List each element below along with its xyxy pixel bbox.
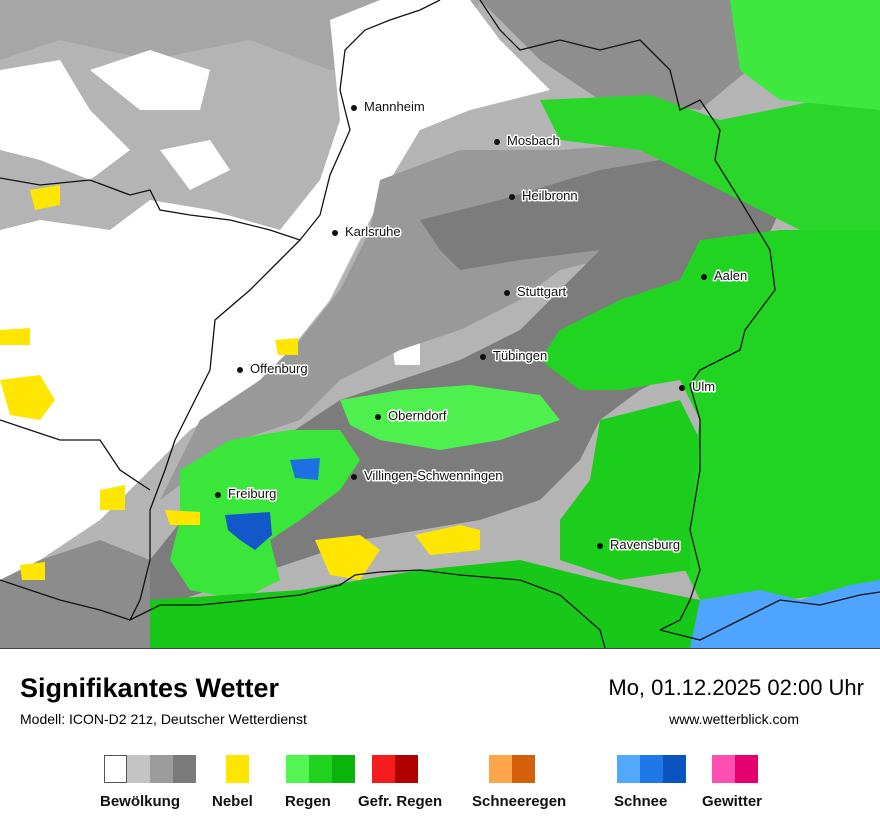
city-label-mannheim: Mannheim [364, 99, 425, 114]
legend-swatches-nebel [226, 755, 249, 783]
city-label-ulm: Ulm [692, 379, 715, 394]
weather-map-svg: Mannheim Mosbach Heilbronn Karlsruhe Stu… [0, 0, 880, 648]
legend-label-nebel: Nebel [212, 793, 253, 810]
legend-swatch [332, 755, 355, 783]
clear-area-nw [0, 60, 130, 180]
legend-colors-regen [286, 755, 355, 783]
legend-swatch [395, 755, 418, 783]
city-marker-tuebingen[interactable]: Tübingen [480, 347, 549, 365]
legend-colors-schnee [617, 755, 686, 783]
city-label-offenburg: Offenburg [250, 361, 308, 376]
clear-area-rhine [0, 0, 550, 580]
map-footer: Signifikantes Wetter Modell: ICON-D2 21z… [0, 648, 880, 831]
legend-swatch [286, 755, 309, 783]
city-marker-villingen-schwenningen[interactable]: Villingen-Schwenningen [351, 467, 504, 485]
city-label-villingen-schwenningen: Villingen-Schwenningen [364, 468, 503, 483]
rain-area-ne [730, 0, 880, 110]
legend-swatch [127, 755, 150, 783]
snow-area-southeast [690, 580, 880, 648]
city-marker-freiburg[interactable]: Freiburg [215, 485, 278, 503]
fog-patch-8 [0, 328, 30, 345]
legend-swatches-regen [286, 755, 355, 783]
legend-swatch [663, 755, 686, 783]
forecast-datetime: Mo, 01.12.2025 02:00 Uhr [608, 675, 864, 700]
map-title: Signifikantes Wetter [20, 673, 280, 703]
legend-swatch [640, 755, 663, 783]
website-link[interactable]: www.wetterblick.com [669, 711, 799, 727]
legend-label-gefr-regen: Gefr. Regen [358, 793, 443, 810]
city-label-ravensburg: Ravensburg [610, 537, 680, 552]
city-marker-aalen[interactable]: Aalen [701, 267, 749, 285]
city-label-heilbronn: Heilbronn [522, 188, 578, 203]
city-marker-offenburg[interactable]: Offenburg [237, 360, 309, 378]
legend-colors-schneeregen [489, 755, 535, 783]
fog-patch-6 [100, 485, 125, 510]
fog-patch-7 [30, 185, 60, 210]
city-marker-oberndorf[interactable]: Oberndorf [375, 407, 448, 425]
city-marker-ravensburg[interactable]: Ravensburg [597, 536, 682, 554]
legend-swatch [489, 755, 512, 783]
border-lines [0, 0, 880, 648]
snow-patch-1 [290, 458, 320, 480]
city-marker-mannheim[interactable]: Mannheim [351, 98, 426, 116]
legend-swatch [150, 755, 173, 783]
legend-label-regen: Regen [285, 793, 331, 810]
fog-patch-9 [20, 562, 45, 580]
city-label-mosbach: Mosbach [507, 133, 560, 148]
legend-swatches-schnee [617, 755, 686, 783]
city-marker-stuttgart[interactable]: Stuttgart [504, 283, 568, 301]
fog-patch-5 [275, 338, 298, 355]
legend-label-bewoelkung: Bewölkung [100, 793, 181, 810]
weather-map: Mannheim Mosbach Heilbronn Karlsruhe Stu… [0, 0, 880, 648]
legend-label-schnee: Schnee [614, 793, 668, 810]
legend-swatch [512, 755, 535, 783]
legend-swatch [309, 755, 332, 783]
rain-area-north [540, 95, 880, 250]
legend-colors-gewitter [712, 755, 758, 783]
legend-colors-nebel [226, 755, 249, 783]
legend-swatches-gewitter [712, 755, 758, 783]
city-label-oberndorf: Oberndorf [388, 408, 447, 423]
legend-swatches-bewoelkung [104, 755, 196, 783]
model-info: Modell: ICON-D2 21z, Deutscher Wetterdie… [20, 711, 307, 727]
city-marker-heilbronn[interactable]: Heilbronn [509, 187, 579, 205]
city-markers: Mannheim Mosbach Heilbronn Karlsruhe Stu… [215, 98, 749, 554]
city-label-tuebingen: Tübingen [493, 348, 547, 363]
city-marker-ulm[interactable]: Ulm [679, 378, 717, 396]
snow-patch-2 [225, 512, 272, 550]
fog-patch-1 [315, 535, 380, 580]
fog-patch-3 [165, 510, 200, 525]
city-label-freiburg: Freiburg [228, 486, 276, 501]
legend-colors-bewoelkung [104, 755, 196, 783]
city-marker-mosbach[interactable]: Mosbach [494, 132, 561, 150]
city-label-stuttgart: Stuttgart [517, 284, 567, 299]
fog-patch-4 [0, 375, 55, 420]
fog-patch-2 [415, 525, 480, 555]
rain-area-oberndorf [340, 385, 560, 450]
rain-area-east [540, 230, 880, 600]
legend-swatch [173, 755, 196, 783]
legend-swatch [104, 755, 127, 783]
legend-label-schneeregen: Schneeregen [472, 793, 567, 810]
city-label-aalen: Aalen [714, 268, 747, 283]
legend-swatch [226, 755, 249, 783]
legend-swatch [712, 755, 735, 783]
city-marker-karlsruhe[interactable]: Karlsruhe [332, 223, 402, 241]
clear-patch-1 [90, 50, 210, 110]
rain-area-southeast [560, 400, 700, 580]
legend-swatches-schneeregen [489, 755, 535, 783]
legend-swatch [372, 755, 395, 783]
legend-swatch [617, 755, 640, 783]
legend-colors-gefr-regen [372, 755, 418, 783]
legend-swatches-gefr-regen [372, 755, 418, 783]
city-label-karlsruhe: Karlsruhe [345, 224, 401, 239]
clear-patch-2 [160, 140, 230, 190]
legend-swatch [735, 755, 758, 783]
legend-label-gewitter: Gewitter [702, 793, 763, 810]
